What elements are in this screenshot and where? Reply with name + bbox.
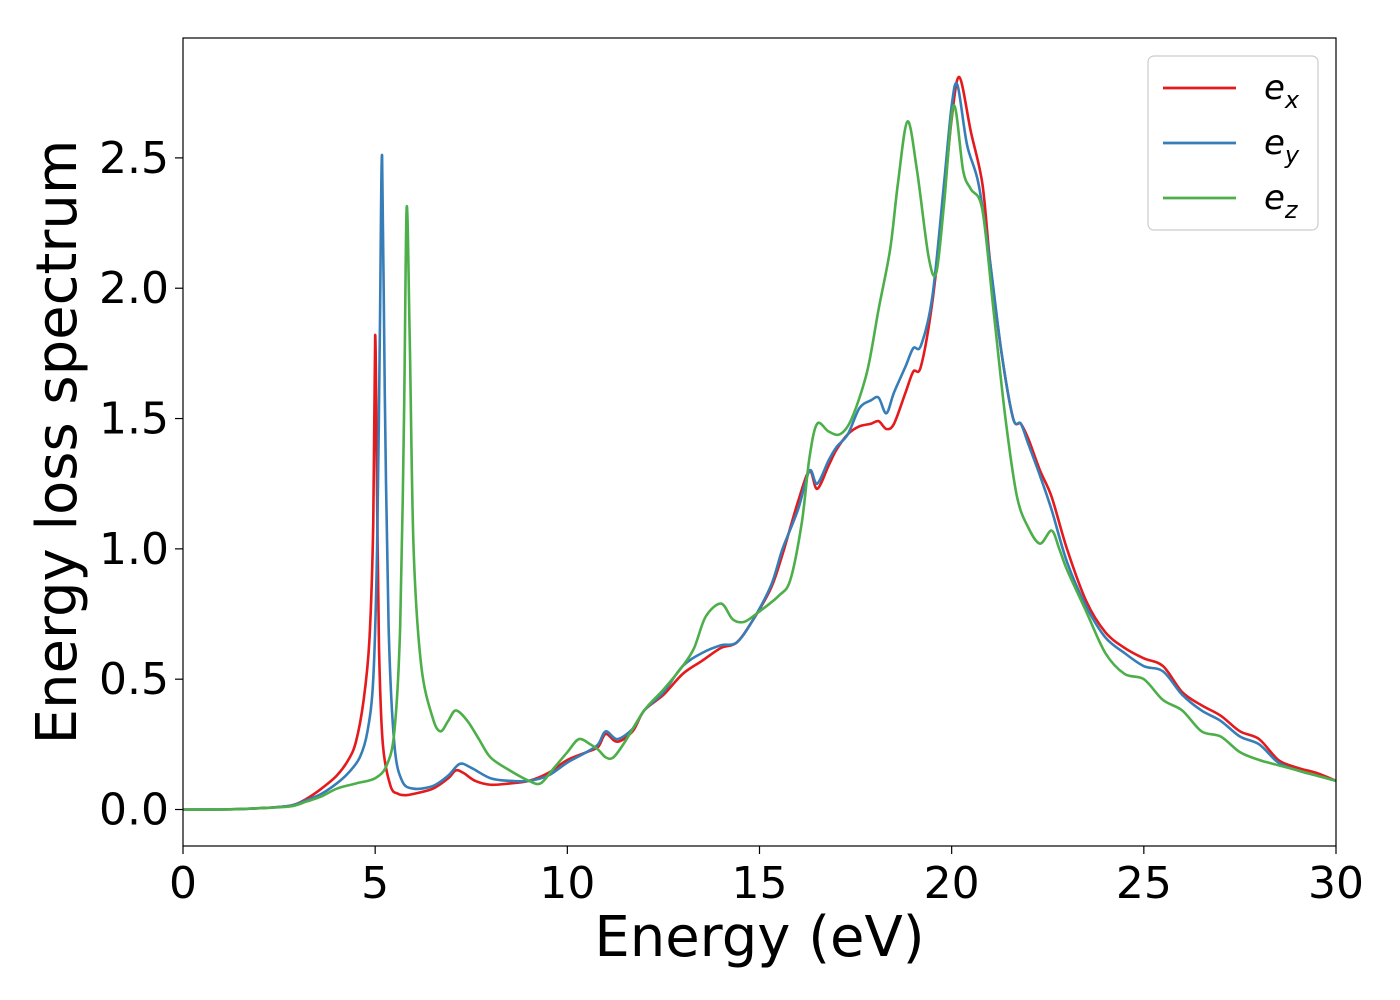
y-tick-label: 2.5: [99, 133, 169, 184]
y-tick-label: 2.0: [99, 263, 169, 314]
y-tick-label: 0.5: [99, 654, 169, 705]
x-tick-label: 0: [169, 858, 197, 909]
y-tick-label: 1.5: [99, 394, 169, 445]
series-line-ey: [183, 82, 1336, 811]
series-layer: [183, 75, 1336, 811]
y-tick-label: 1.0: [99, 524, 169, 575]
x-tick-label: 25: [1116, 858, 1172, 909]
y-axis-title: Energy loss spectrum: [25, 140, 90, 745]
x-tick-label: 20: [924, 858, 980, 909]
x-tick-label: 30: [1308, 858, 1364, 909]
x-axis-title: Energy (eV): [594, 905, 924, 970]
x-tick-label: 5: [361, 858, 389, 909]
y-axis: 0.0 0.5 1.0 1.5 2.0 2.5: [99, 133, 183, 836]
x-tick-label: 15: [732, 858, 788, 909]
x-tick-label: 10: [539, 858, 595, 909]
y-tick-label: 0.0: [99, 785, 169, 836]
x-axis: 0 5 10 15 20 25 30: [169, 846, 1364, 909]
series-line-ez: [183, 104, 1336, 811]
